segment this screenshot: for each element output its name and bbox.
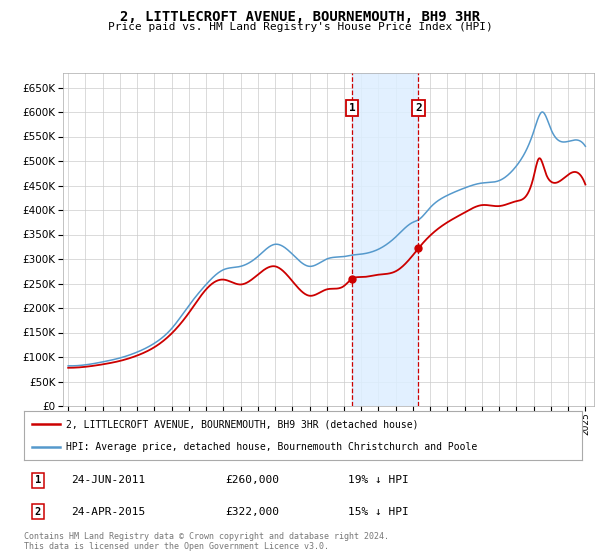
Text: 24-JUN-2011: 24-JUN-2011 xyxy=(71,475,146,486)
Text: HPI: Average price, detached house, Bournemouth Christchurch and Poole: HPI: Average price, detached house, Bour… xyxy=(66,442,477,452)
Bar xyxy=(352,73,418,406)
Text: 19% ↓ HPI: 19% ↓ HPI xyxy=(347,475,409,486)
Text: Contains HM Land Registry data © Crown copyright and database right 2024.
This d: Contains HM Land Registry data © Crown c… xyxy=(24,532,389,552)
Text: 1: 1 xyxy=(35,475,41,486)
Text: 2: 2 xyxy=(415,103,422,113)
Text: 2, LITTLECROFT AVENUE, BOURNEMOUTH, BH9 3HR: 2, LITTLECROFT AVENUE, BOURNEMOUTH, BH9 … xyxy=(120,10,480,24)
Text: £260,000: £260,000 xyxy=(225,475,279,486)
Text: 15% ↓ HPI: 15% ↓ HPI xyxy=(347,507,409,517)
Text: 1: 1 xyxy=(349,103,356,113)
Text: 2: 2 xyxy=(35,507,41,517)
Text: 2, LITTLECROFT AVENUE, BOURNEMOUTH, BH9 3HR (detached house): 2, LITTLECROFT AVENUE, BOURNEMOUTH, BH9 … xyxy=(66,419,418,430)
Text: 24-APR-2015: 24-APR-2015 xyxy=(71,507,146,517)
Text: £322,000: £322,000 xyxy=(225,507,279,517)
Text: Price paid vs. HM Land Registry's House Price Index (HPI): Price paid vs. HM Land Registry's House … xyxy=(107,22,493,32)
